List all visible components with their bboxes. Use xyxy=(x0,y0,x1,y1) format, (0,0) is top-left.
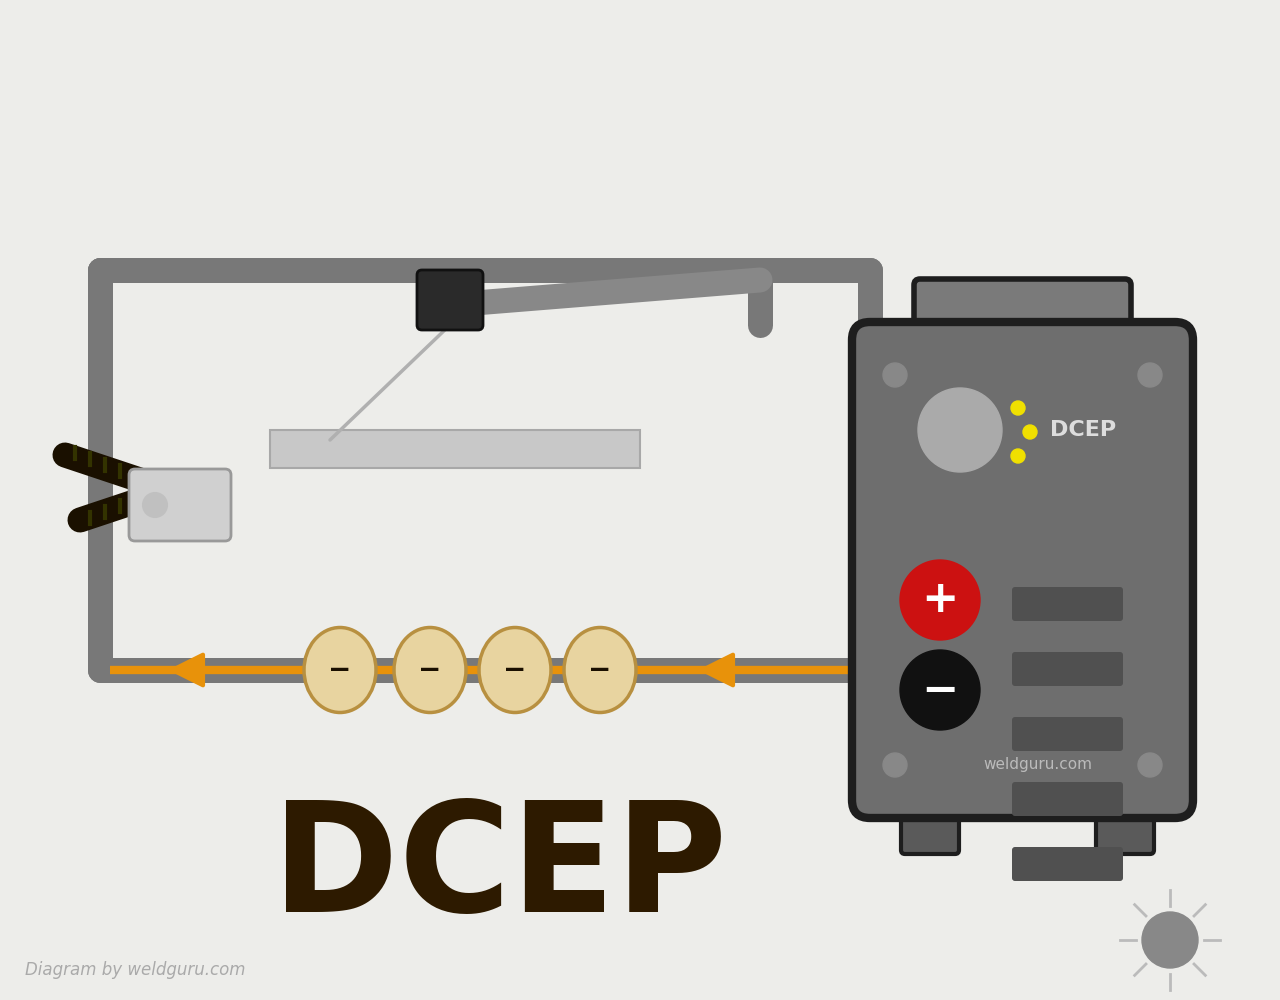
Circle shape xyxy=(883,753,908,777)
FancyBboxPatch shape xyxy=(1012,717,1123,751)
Text: −: − xyxy=(922,668,959,712)
Text: −: − xyxy=(503,656,526,684)
FancyBboxPatch shape xyxy=(417,270,483,330)
Text: DCEP: DCEP xyxy=(1050,420,1116,440)
Circle shape xyxy=(143,493,166,517)
Ellipse shape xyxy=(479,628,550,712)
Ellipse shape xyxy=(394,628,466,712)
FancyBboxPatch shape xyxy=(852,322,1193,818)
Text: −: − xyxy=(329,656,352,684)
Text: +: + xyxy=(922,578,959,621)
Ellipse shape xyxy=(305,628,376,712)
FancyBboxPatch shape xyxy=(1012,782,1123,816)
FancyBboxPatch shape xyxy=(129,469,230,541)
FancyBboxPatch shape xyxy=(1012,652,1123,686)
Ellipse shape xyxy=(564,628,636,712)
Text: −: − xyxy=(419,656,442,684)
Circle shape xyxy=(1142,912,1198,968)
Circle shape xyxy=(1011,449,1025,463)
FancyBboxPatch shape xyxy=(1012,587,1123,621)
Text: weldguru.com: weldguru.com xyxy=(983,758,1092,772)
FancyBboxPatch shape xyxy=(1012,847,1123,881)
Text: −: − xyxy=(589,656,612,684)
Circle shape xyxy=(900,650,980,730)
Circle shape xyxy=(1138,753,1162,777)
FancyBboxPatch shape xyxy=(901,791,959,854)
Bar xyxy=(270,430,640,468)
Circle shape xyxy=(900,560,980,640)
Circle shape xyxy=(1011,401,1025,415)
Text: DCEP: DCEP xyxy=(273,796,727,944)
Text: Diagram by weldguru.com: Diagram by weldguru.com xyxy=(26,961,246,979)
Circle shape xyxy=(1138,363,1162,387)
FancyBboxPatch shape xyxy=(1096,791,1155,854)
Circle shape xyxy=(918,388,1002,472)
Circle shape xyxy=(1023,425,1037,439)
FancyBboxPatch shape xyxy=(914,279,1132,361)
Circle shape xyxy=(883,363,908,387)
